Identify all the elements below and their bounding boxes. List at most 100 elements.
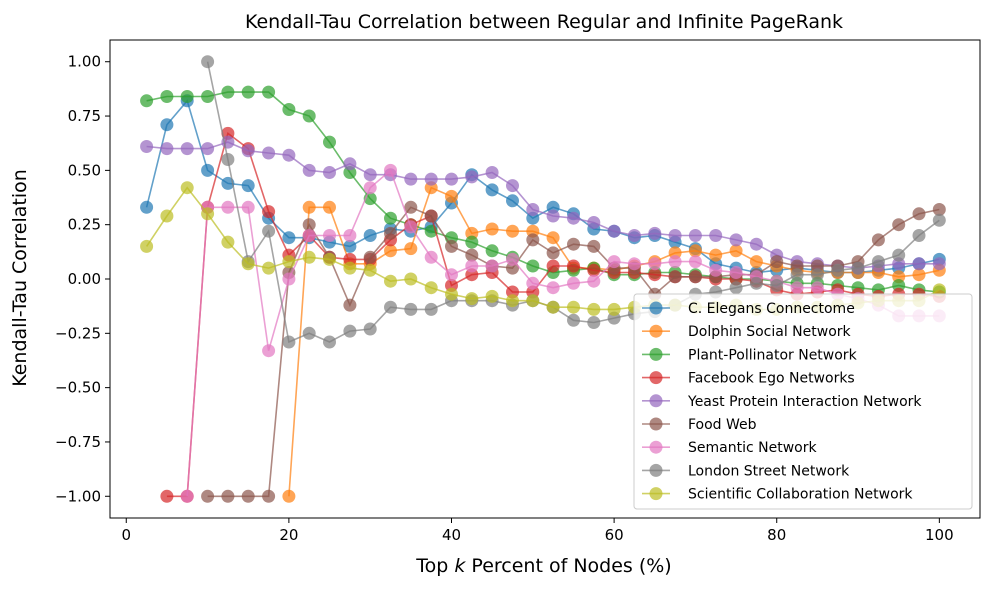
y-axis: −1.00 −0.75 −0.50 −0.25 0.00 0.25 0.50 0.75 1.00 xyxy=(55,53,110,505)
x-axis-title-suffix: Percent of Nodes (%) xyxy=(465,555,671,577)
data-point xyxy=(262,489,276,503)
legend-item-food-web: Food Web xyxy=(642,417,757,433)
legend-label: Dolphin Social Network xyxy=(688,324,852,340)
data-point xyxy=(424,172,438,186)
legend-marker xyxy=(649,347,663,361)
data-point xyxy=(180,90,194,103)
data-point xyxy=(668,229,682,242)
data-point xyxy=(729,233,743,247)
data-point xyxy=(404,242,418,256)
legend-marker xyxy=(649,324,663,338)
data-point xyxy=(363,181,377,195)
data-point xyxy=(201,55,215,69)
data-point xyxy=(892,248,906,262)
legend-item-plant-pollinator-network: Plant-Pollinator Network xyxy=(642,347,858,363)
data-point xyxy=(506,194,519,208)
data-point xyxy=(567,259,580,273)
data-point xyxy=(160,118,174,132)
data-point xyxy=(485,166,499,179)
chart-title: Kendall-Tau Correlation between Regular … xyxy=(245,11,843,33)
data-point xyxy=(343,261,357,275)
data-point xyxy=(506,252,519,266)
legend-box xyxy=(633,293,973,510)
data-point xyxy=(262,224,276,238)
data-point xyxy=(567,300,580,314)
data-point xyxy=(506,224,519,238)
data-point xyxy=(363,322,377,336)
data-point xyxy=(465,259,479,273)
data-point xyxy=(404,200,418,214)
data-point xyxy=(465,248,479,262)
data-point xyxy=(282,148,296,162)
data-point xyxy=(241,257,255,271)
data-point xyxy=(201,489,215,503)
data-point xyxy=(587,216,601,229)
legend-label: Scientific Collaboration Network xyxy=(688,487,913,503)
legend-label: Facebook Ego Networks xyxy=(688,371,855,387)
data-point xyxy=(445,172,458,186)
data-point xyxy=(445,189,458,203)
data-point xyxy=(709,248,723,262)
x-axis: 0 20 40 60 80 100 xyxy=(121,518,954,544)
data-point xyxy=(912,257,926,271)
data-point xyxy=(668,270,682,284)
data-point xyxy=(424,250,438,264)
data-point xyxy=(160,209,174,223)
data-point xyxy=(180,489,194,503)
data-point xyxy=(282,272,296,286)
data-point xyxy=(343,298,357,312)
data-point xyxy=(140,94,154,108)
data-point xyxy=(648,257,662,271)
data-point xyxy=(465,292,479,306)
data-point xyxy=(302,109,316,123)
data-point xyxy=(729,281,743,295)
legend-marker xyxy=(649,371,663,385)
data-point xyxy=(932,203,946,216)
x-tick-label: 100 xyxy=(925,526,954,544)
data-point xyxy=(282,231,296,245)
data-point xyxy=(729,244,743,258)
data-point xyxy=(384,163,397,177)
data-point xyxy=(851,261,865,275)
data-point xyxy=(221,85,235,99)
data-point xyxy=(912,268,926,282)
data-point xyxy=(871,233,885,247)
data-point xyxy=(810,281,824,295)
legend-item-semantic-network: Semantic Network xyxy=(642,440,817,456)
data-point xyxy=(424,281,438,295)
data-point xyxy=(282,335,296,349)
data-point xyxy=(770,255,784,269)
data-point xyxy=(526,259,540,273)
data-point xyxy=(221,489,235,503)
data-point xyxy=(770,279,784,292)
legend-label: Plant-Pollinator Network xyxy=(688,347,858,363)
data-point xyxy=(567,211,580,225)
legend-item-dolphin-social-network: Dolphin Social Network xyxy=(642,324,852,340)
data-point xyxy=(709,229,723,242)
data-point xyxy=(343,324,357,338)
legend-label: London Street Network xyxy=(688,463,850,479)
data-point xyxy=(221,176,235,190)
x-tick-label: 60 xyxy=(605,526,624,544)
x-tick-label: 40 xyxy=(442,526,461,544)
legend-label: Semantic Network xyxy=(688,440,817,456)
data-point xyxy=(506,179,519,193)
legend-marker xyxy=(649,440,663,454)
data-point xyxy=(201,163,215,177)
data-point xyxy=(485,244,499,258)
data-point xyxy=(363,250,377,264)
data-point xyxy=(445,239,458,253)
legend-marker xyxy=(649,417,663,431)
y-axis-title: Kendall-Tau Correlation xyxy=(9,169,31,387)
data-point xyxy=(201,142,215,156)
y-tick-label: 0.00 xyxy=(68,270,101,288)
legend-marker xyxy=(649,301,663,315)
data-point xyxy=(404,220,418,234)
data-point xyxy=(241,489,255,503)
data-point xyxy=(790,281,804,295)
legend-label: Food Web xyxy=(688,417,757,433)
data-point xyxy=(302,326,316,340)
data-point xyxy=(302,218,316,232)
data-point xyxy=(810,268,824,282)
